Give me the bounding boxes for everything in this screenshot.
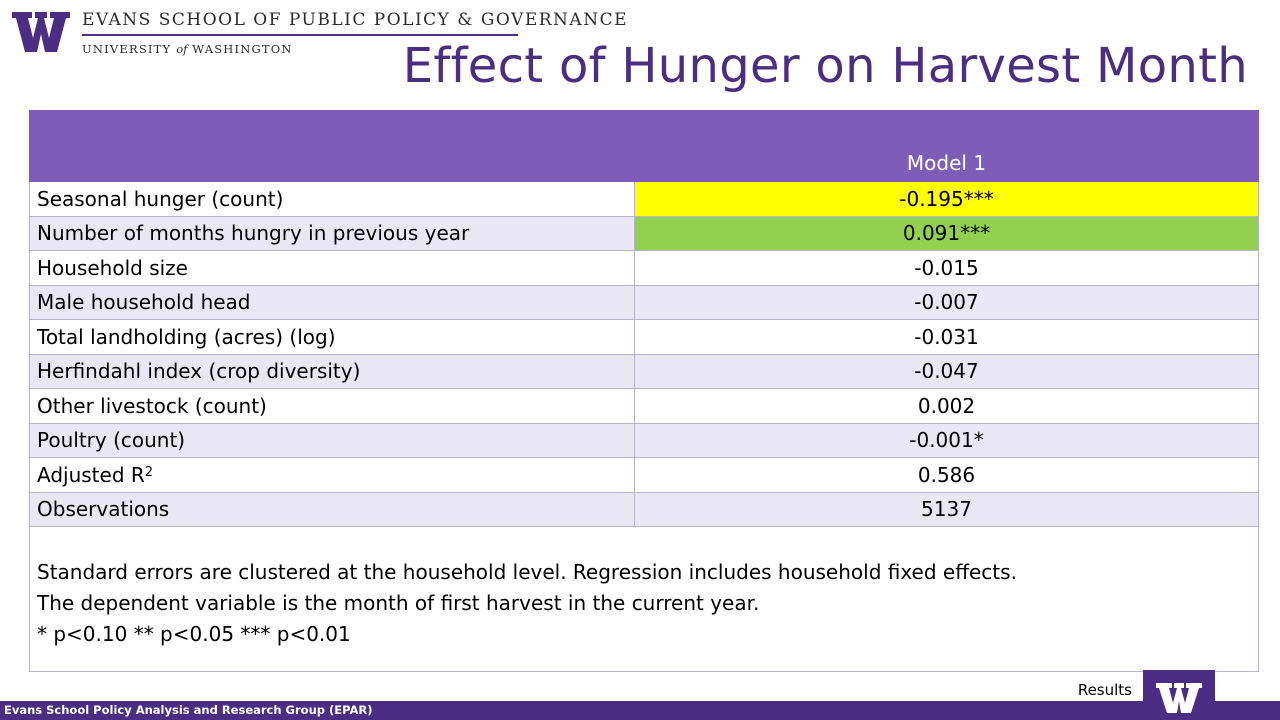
row-value: 0.002 — [634, 388, 1259, 424]
row-label: Poultry (count) — [29, 422, 635, 458]
regression-table: Model 1 Seasonal hunger (count) -0.195**… — [29, 110, 1259, 672]
row-value: 0.586 — [634, 457, 1259, 493]
university-of: of — [176, 42, 188, 56]
note-line: Standard errors are clustered at the hou… — [37, 559, 1017, 584]
row-value: -0.195*** — [634, 181, 1259, 217]
table-notes-row: Standard errors are clustered at the hou… — [29, 526, 1259, 672]
row-value: -0.031 — [634, 319, 1259, 355]
header-blank-cell — [29, 110, 635, 182]
table-row: Household size -0.015 — [29, 250, 1259, 286]
table-row: Adjusted R2 0.586 — [29, 457, 1259, 493]
wordmark-divider — [82, 34, 518, 36]
superscript: 2 — [144, 464, 154, 480]
org-name: EVANS SCHOOL OF PUBLIC POLICY & GOVERNAN… — [82, 10, 628, 30]
washington-word: WASHINGTON — [192, 42, 293, 56]
university-word: UNIVERSITY — [82, 42, 172, 56]
row-label: Other livestock (count) — [29, 388, 635, 424]
table-row: Other livestock (count) 0.002 — [29, 388, 1259, 424]
table-row: Male household head -0.007 — [29, 284, 1259, 320]
row-label: Seasonal hunger (count) — [29, 181, 635, 217]
row-value: 0.091*** — [634, 215, 1259, 251]
row-value: -0.015 — [634, 250, 1259, 286]
table-row: Observations 5137 — [29, 491, 1259, 527]
uw-w-logo-icon — [12, 12, 70, 52]
row-label-text: Adjusted R — [37, 462, 145, 487]
row-value: -0.047 — [634, 353, 1259, 389]
table-row: Number of months hungry in previous year… — [29, 215, 1259, 251]
table-header-row: Model 1 — [29, 110, 1259, 182]
row-label: Number of months hungry in previous year — [29, 215, 635, 251]
table-row: Total landholding (acres) (log) -0.031 — [29, 319, 1259, 355]
footer-logo — [1143, 670, 1215, 720]
table-notes: Standard errors are clustered at the hou… — [29, 526, 1259, 672]
table-row: Poultry (count) -0.001* — [29, 422, 1259, 458]
note-line: The dependent variable is the month of f… — [37, 590, 760, 615]
model-column-header: Model 1 — [634, 110, 1259, 182]
row-label: Total landholding (acres) (log) — [29, 319, 635, 355]
row-label: Adjusted R2 — [29, 457, 635, 493]
note-line: * p<0.10 ** p<0.05 *** p<0.01 — [37, 621, 351, 646]
row-value: 5137 — [634, 491, 1259, 527]
row-label: Observations — [29, 491, 635, 527]
footer-org-text: Evans School Policy Analysis and Researc… — [4, 703, 373, 717]
table-row: Herfindahl index (crop diversity) -0.047 — [29, 353, 1259, 389]
org-wordmark: EVANS SCHOOL OF PUBLIC POLICY & GOVERNAN… — [82, 10, 628, 56]
row-value: -0.001* — [634, 422, 1259, 458]
university-name: UNIVERSITY of WASHINGTON — [82, 42, 628, 56]
table-row: Seasonal hunger (count) -0.195*** — [29, 181, 1259, 217]
row-value: -0.007 — [634, 284, 1259, 320]
section-label: Results — [1077, 681, 1132, 699]
row-label: Household size — [29, 250, 635, 286]
row-label: Male household head — [29, 284, 635, 320]
uw-w-logo-icon — [1156, 683, 1202, 713]
footer-bar: Evans School Policy Analysis and Researc… — [0, 701, 1280, 720]
row-label: Herfindahl index (crop diversity) — [29, 353, 635, 389]
slide-title: Effect of Hunger on Harvest Month — [402, 38, 1248, 94]
